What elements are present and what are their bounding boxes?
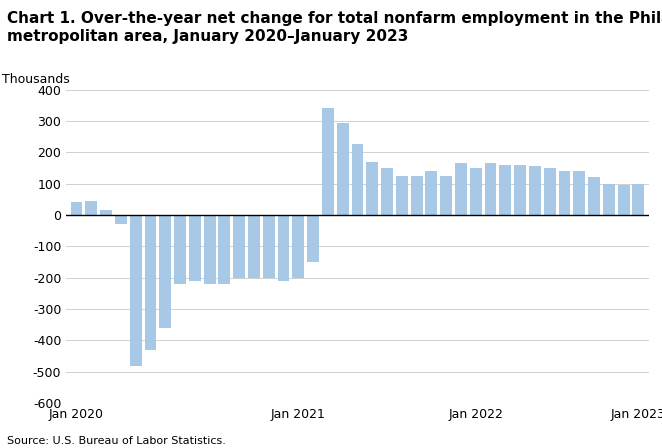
Text: Chart 1. Over-the-year net change for total nonfarm employment in the Philadelph: Chart 1. Over-the-year net change for to… (7, 11, 662, 26)
Bar (115, 215, 127, 224)
Bar (130, 215, 142, 366)
Bar (322, 108, 334, 215)
Text: Source: U.S. Bureau of Labor Statistics.: Source: U.S. Bureau of Labor Statistics. (7, 436, 226, 446)
Bar (189, 215, 201, 281)
Bar (218, 215, 230, 284)
Bar (410, 176, 422, 215)
Bar (174, 215, 186, 284)
Bar (160, 215, 171, 328)
Bar (396, 176, 408, 215)
Bar (307, 215, 319, 262)
Bar (573, 171, 585, 215)
Bar (440, 176, 452, 215)
Bar (144, 215, 156, 350)
Bar (263, 215, 275, 278)
Bar (71, 202, 83, 215)
Bar (485, 163, 496, 215)
Text: metropolitan area, January 2020–January 2023: metropolitan area, January 2020–January … (7, 29, 408, 44)
Bar (100, 210, 112, 215)
Bar (544, 168, 555, 215)
Bar (366, 162, 378, 215)
Bar (337, 122, 349, 215)
Bar (381, 168, 393, 215)
Bar (529, 166, 541, 215)
Bar (248, 215, 260, 278)
Bar (588, 177, 600, 215)
Bar (85, 201, 97, 215)
Bar (514, 165, 526, 215)
Bar (352, 144, 363, 215)
Bar (455, 163, 467, 215)
Bar (603, 184, 615, 215)
Bar (426, 171, 438, 215)
Bar (470, 168, 482, 215)
Bar (618, 185, 630, 215)
Bar (277, 215, 289, 281)
Bar (204, 215, 216, 284)
Bar (632, 184, 644, 215)
Bar (559, 171, 571, 215)
Text: Thousands: Thousands (2, 73, 70, 86)
Bar (233, 215, 245, 278)
Bar (499, 165, 511, 215)
Bar (293, 215, 305, 278)
